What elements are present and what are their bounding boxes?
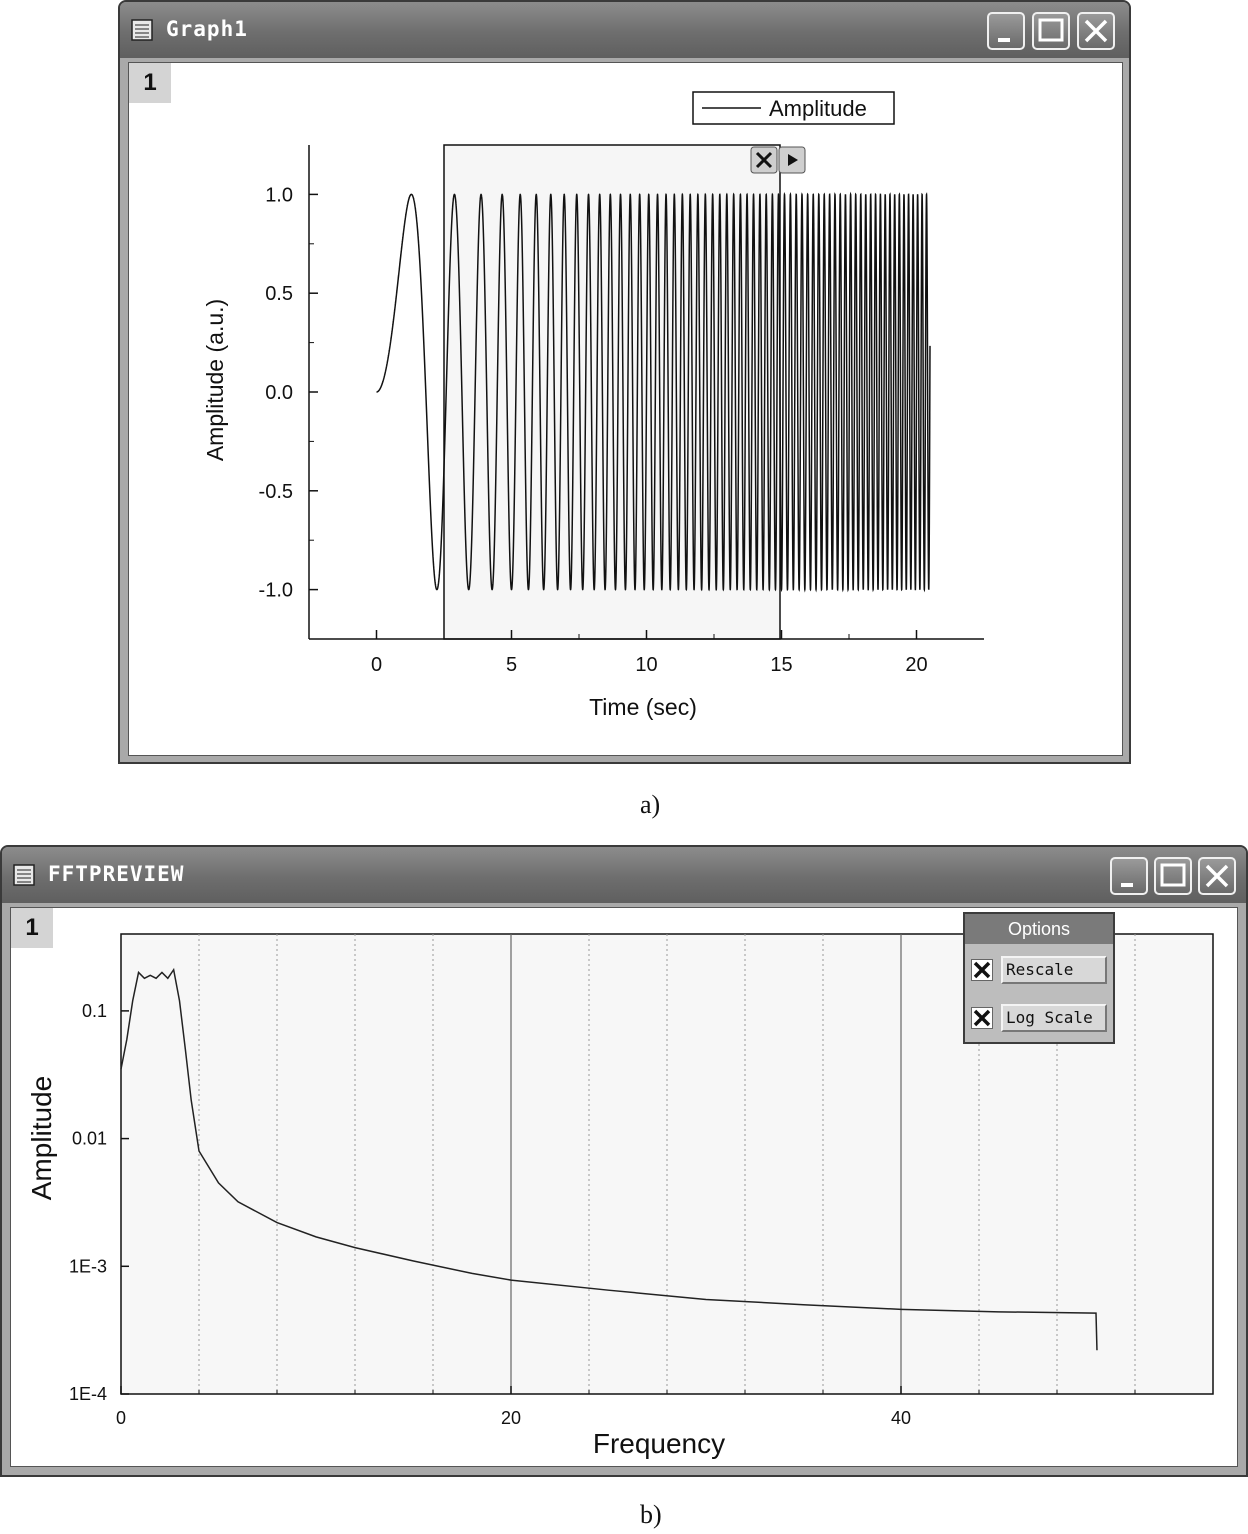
caption-a: a) [640,790,661,819]
y-tick-label: 0.0 [265,382,293,404]
y-tick-label: 1E-3 [69,1256,107,1276]
x-tick-label: 15 [770,654,792,676]
y-tick-label: 1E-4 [69,1384,107,1404]
close-button[interactable] [1077,12,1115,50]
close-icon [755,151,773,169]
close-icon [1084,19,1108,43]
y-tick-label: 0.1 [82,1001,107,1021]
minimize-button[interactable] [1110,857,1148,895]
rescale-label[interactable]: Rescale [1001,956,1107,984]
graph1-titlebar[interactable]: Graph1 [120,2,1129,58]
maximize-icon [1038,18,1064,42]
x-tick-label: 10 [635,654,657,676]
x-tick-label: 5 [506,654,517,676]
minimize-button[interactable] [987,12,1025,50]
close-button[interactable] [1198,857,1236,895]
fft-spectrum-line [120,967,1098,1351]
amplitude-series-line [376,191,931,593]
legend-box[interactable]: Amplitude [692,91,895,125]
fftpreview-canvas[interactable]: 1 0 20 40 0.1 0.01 1E-3 1E-4 Frequency Amplitu… [10,907,1238,1467]
roi-menu-button[interactable] [778,146,806,174]
fftpreview-titlebar[interactable]: FFTPREVIEW [2,847,1246,903]
y-tick-label: -1.0 [259,580,293,602]
layer-indicator[interactable]: 1 [11,908,53,948]
x-tick-label: 0 [116,1408,126,1428]
y-tick-label: 0.01 [72,1129,107,1149]
window-title: FFTPREVIEW [48,862,185,886]
roi-close-button[interactable] [750,146,778,174]
options-title: Options [965,914,1113,944]
y-tick-label: 0.5 [265,283,293,305]
play-arrow-icon [788,154,798,166]
graph-window-icon [13,864,35,886]
y-tick-label: -0.5 [259,481,293,503]
x-tick-label: 40 [891,1408,911,1428]
maximize-button[interactable] [1154,857,1192,895]
legend-label: Amplitude [769,96,867,121]
y-axis-label: Amplitude [26,1076,57,1201]
fftpreview-window: FFTPREVIEW 1 0 20 40 0.1 0.01 1E-3 1E-4 Freque… [0,845,1248,1477]
minimize-icon [998,38,1010,42]
logscale-label[interactable]: Log Scale [1001,1004,1107,1032]
options-panel: Options Rescale Log Scale [963,912,1115,1044]
maximize-button[interactable] [1032,12,1070,50]
x-tick-label: 20 [905,654,927,676]
minimize-icon [1121,883,1133,887]
graph-window-icon [131,19,153,41]
close-icon [1205,864,1229,888]
x-axis-label: Time (sec) [589,694,697,720]
layer-indicator[interactable]: 1 [129,63,171,103]
time-domain-chart: 0 5 10 15 20 1.0 0.5 0.0 -0.5 -1.0 Amplitude Time… [202,91,984,720]
graph1-window: Graph1 1 0 5 10 15 20 1.0 0.5 0.0 -0.5 -1.0 Ampli… [118,0,1131,764]
logscale-checkbox[interactable] [971,1007,993,1029]
maximize-icon [1160,863,1186,887]
y-axis-label: Amplitude (a.u.) [202,299,228,461]
graph1-canvas[interactable]: 1 0 5 10 15 20 1.0 0.5 0.0 -0.5 -1.0 Amplitude Ti… [128,62,1123,756]
checkmark-x-icon [973,961,991,979]
y-tick-label: 1.0 [265,184,293,206]
window-title: Graph1 [166,17,248,41]
checkmark-x-icon [973,1009,991,1027]
axes: 0 5 10 15 20 1.0 0.5 0.0 -0.5 -1.0 [259,145,984,676]
x-tick-label: 20 [501,1408,521,1428]
caption-b: b) [640,1500,662,1529]
rescale-checkbox[interactable] [971,959,993,981]
x-tick-label: 0 [371,654,382,676]
x-axis-label: Frequency [593,1428,725,1459]
